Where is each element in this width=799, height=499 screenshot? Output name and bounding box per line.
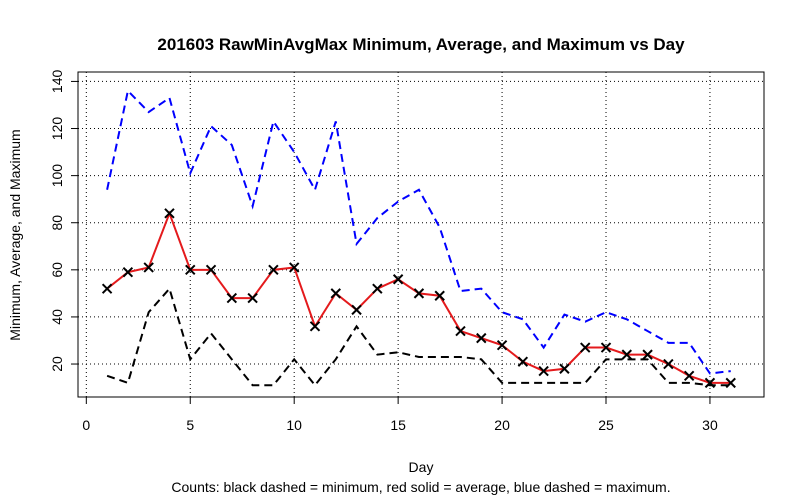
point-marker	[455, 325, 466, 337]
point-marker	[413, 288, 425, 299]
plot-box	[77, 71, 765, 398]
point-marker	[600, 342, 612, 353]
chart-title: 201603 RawMinAvgMax Minimum, Average, an…	[157, 35, 685, 54]
y-tick-label: 20	[49, 356, 65, 372]
point-marker	[725, 377, 736, 389]
point-marker	[663, 358, 674, 370]
point-marker	[226, 292, 238, 304]
point-marker	[185, 264, 196, 276]
point-marker	[621, 349, 633, 360]
point-marker	[496, 339, 508, 351]
point-marker	[205, 264, 217, 276]
point-marker	[372, 283, 383, 294]
point-marker	[559, 363, 570, 374]
x-tick-label: 25	[598, 417, 614, 433]
point-marker	[143, 262, 154, 273]
point-marker	[434, 290, 445, 301]
point-marker	[538, 365, 549, 377]
point-marker	[580, 342, 591, 353]
x-tick-label: 10	[286, 417, 302, 433]
y-tick-label: 120	[49, 117, 65, 141]
y-tick-label: 80	[49, 215, 65, 231]
series-line	[106, 286, 731, 387]
point-marker	[351, 304, 362, 316]
point-marker	[309, 321, 321, 332]
point-marker	[288, 262, 300, 273]
point-marker	[517, 356, 529, 367]
point-marker	[704, 377, 716, 389]
x-tick-label: 20	[494, 417, 510, 433]
point-marker	[164, 208, 175, 219]
x-axis-label: Day	[409, 459, 434, 475]
x-tick-label: 0	[82, 417, 90, 433]
point-marker	[268, 264, 279, 276]
point-marker	[101, 283, 113, 294]
x-tick-label: 30	[702, 417, 718, 433]
y-tick-label: 100	[49, 164, 65, 188]
y-tick-label: 140	[49, 70, 65, 94]
x-tick-label: 15	[390, 417, 406, 433]
x-tick-label: 5	[186, 417, 194, 433]
point-marker	[122, 266, 134, 278]
point-marker	[642, 349, 653, 360]
series-line	[106, 88, 731, 375]
point-marker	[330, 288, 341, 299]
point-marker	[683, 370, 695, 382]
point-marker	[247, 292, 258, 304]
caption: Counts: black dashed = minimum, red soli…	[171, 479, 670, 495]
y-axis-label: Minimum, Average, and Maximum	[7, 129, 23, 340]
y-tick-label: 40	[49, 309, 65, 325]
point-marker	[476, 332, 487, 344]
point-marker	[392, 274, 404, 285]
y-tick-label: 60	[49, 262, 65, 278]
